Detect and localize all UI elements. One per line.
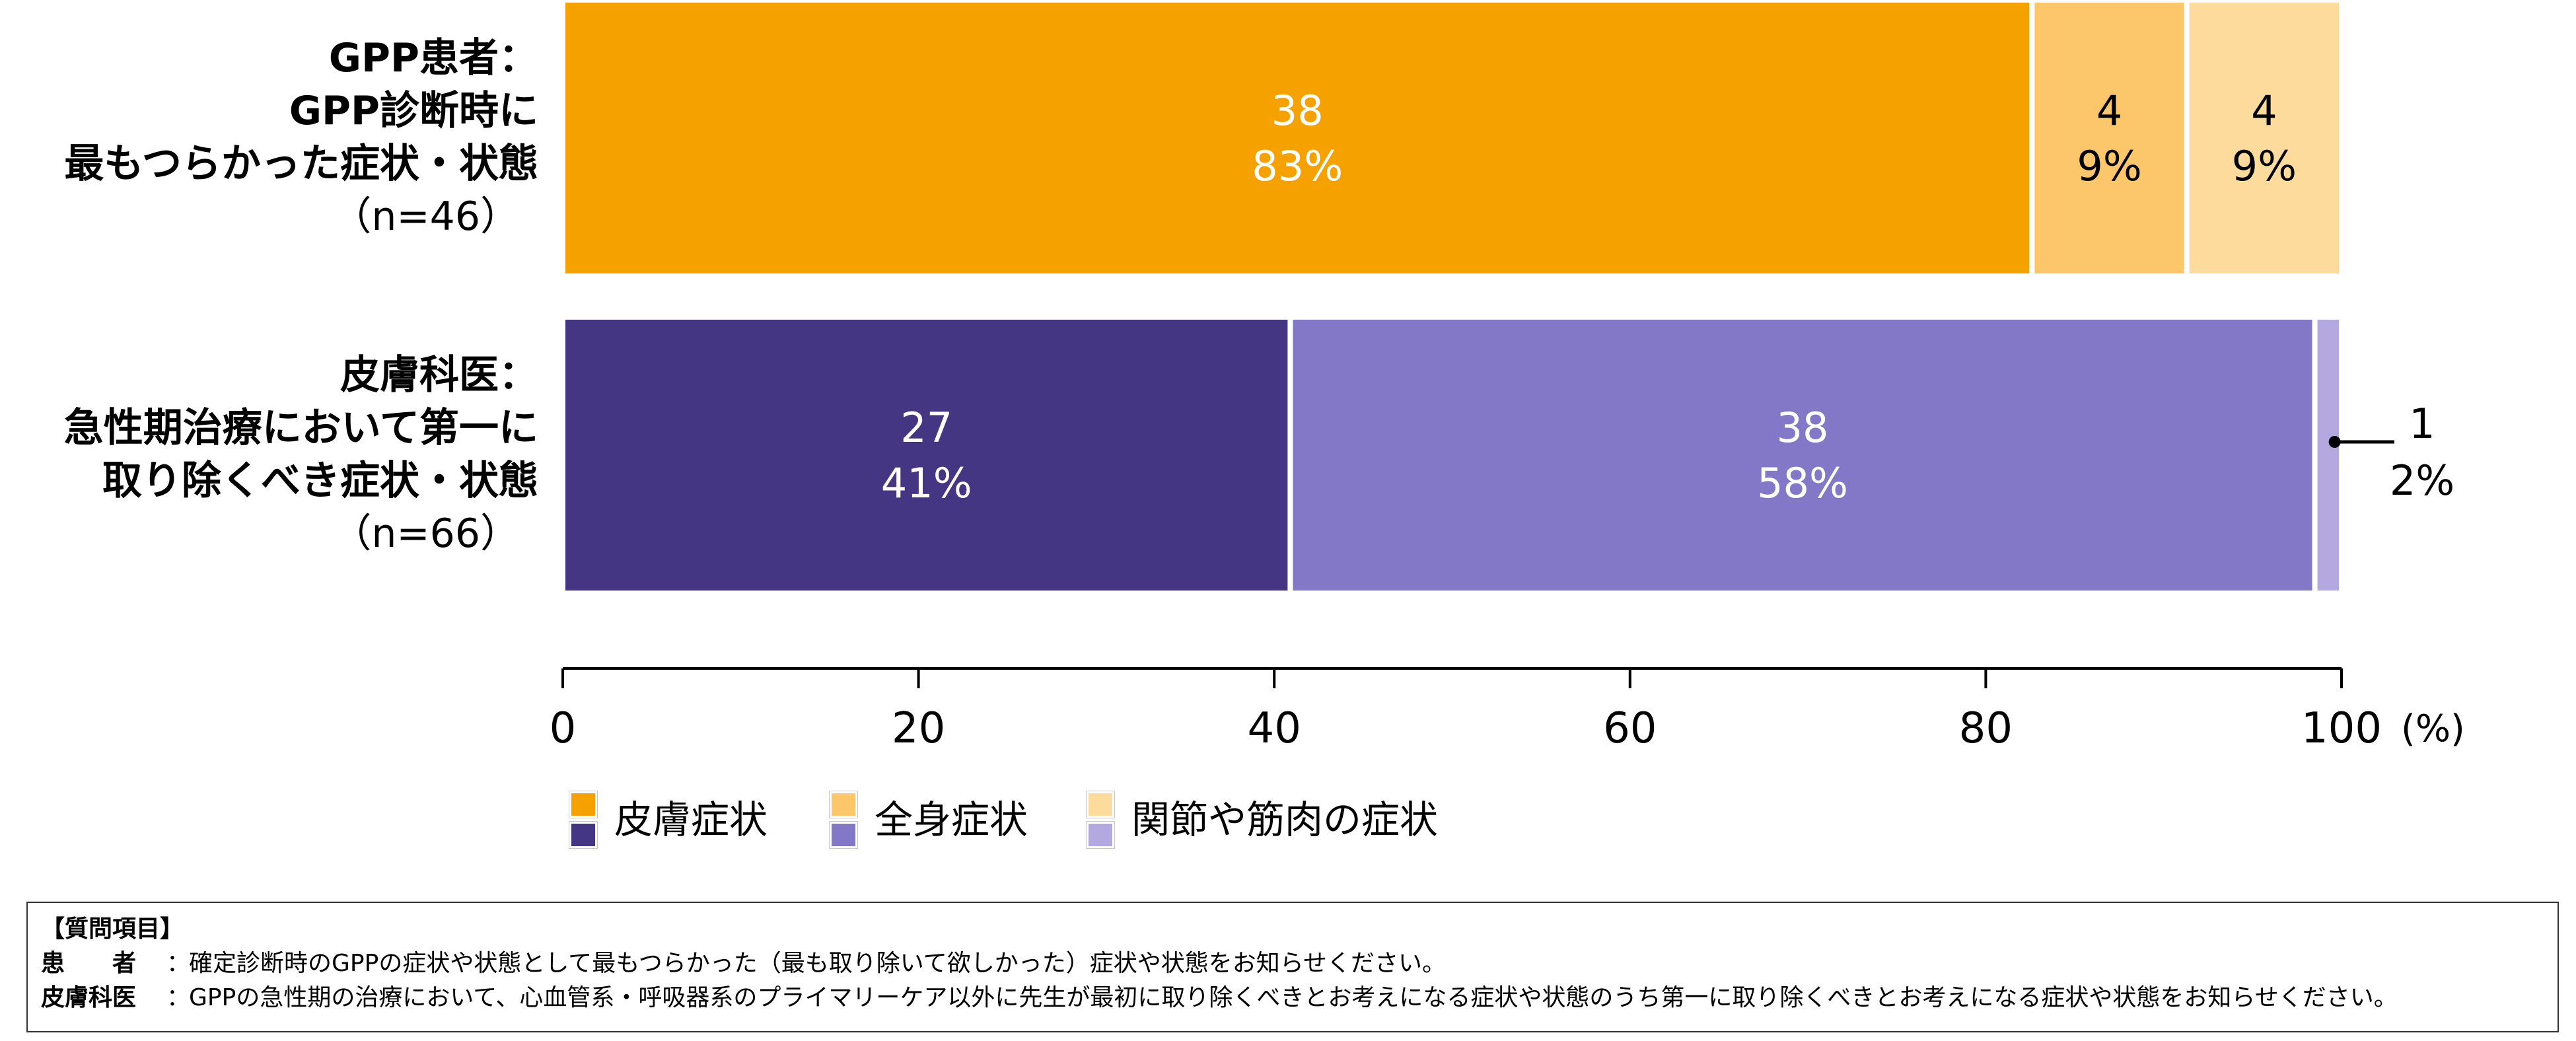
legend-swatch-doctor bbox=[569, 822, 597, 848]
bars: 38 83% 4 9% 4 9% 27 41% 38 58% 1 2% bbox=[560, 0, 2454, 596]
data-label-count: 27 bbox=[900, 404, 952, 452]
data-label-count: 38 bbox=[1777, 404, 1829, 452]
bar-segment bbox=[2029, 0, 2190, 279]
x-tick-label: 60 bbox=[1603, 704, 1657, 753]
legend-swatch-patient bbox=[830, 791, 857, 818]
x-axis-unit: (%) bbox=[2401, 707, 2465, 750]
data-label-pct: 58% bbox=[1757, 459, 1848, 507]
row-label-line: GPP患者： bbox=[328, 35, 538, 81]
row-label-n: （n=66） bbox=[332, 511, 520, 557]
data-label-pct: 9% bbox=[2077, 142, 2141, 190]
row-label-line: 取り除くべき症状・状態 bbox=[102, 458, 538, 504]
x-tick-label: 100 bbox=[2301, 704, 2382, 753]
row-label-n: （n=46） bbox=[332, 194, 520, 240]
legend-item-systemic: 全身症状 bbox=[830, 791, 1028, 848]
bar-segment bbox=[1287, 314, 2318, 596]
question-box: 【質問項目】 患 者：確定診断時のGPPの症状や状態として最もつらかった（最も取… bbox=[26, 902, 2559, 1032]
legend-swatch-patient bbox=[1087, 791, 1114, 818]
legend-item-joint-muscle: 関節や筋肉の症状 bbox=[1087, 791, 1438, 848]
legend-swatch bbox=[569, 791, 597, 848]
x-axis: 0 20 40 60 80 100 (%) bbox=[550, 667, 2465, 753]
bar-segment bbox=[2312, 314, 2344, 596]
question-separator: ： bbox=[166, 984, 191, 1011]
bar-segment bbox=[2184, 0, 2344, 279]
x-tick-label: 40 bbox=[1247, 704, 1301, 753]
question-label: 皮膚科医 bbox=[41, 984, 137, 1011]
stacked-bar-chart: 38 83% 4 9% 4 9% 27 41% 38 58% 1 2% 0 20 40 60 80 100 (%) bbox=[550, 0, 2465, 753]
x-tick-label: 80 bbox=[1959, 704, 2013, 753]
row-label-line: 急性期治療において第一に bbox=[63, 405, 538, 451]
legend-swatch bbox=[1087, 791, 1114, 848]
legend-label: 皮膚症状 bbox=[614, 797, 768, 842]
row-label-line: GPP診断時に bbox=[289, 88, 538, 134]
question-text: GPPの急性期の治療において、心血管系・呼吸器系のプライマリーケア以外に先生が最… bbox=[189, 984, 2398, 1011]
question-row-patients: 患 者 ：確定診断時のGPPの症状や状態として最もつらかった（最も取り除いて欲しか… bbox=[41, 947, 2544, 981]
data-label-pct: 41% bbox=[881, 459, 972, 507]
question-box-title: 【質問項目】 bbox=[41, 915, 184, 943]
x-tick-label: 20 bbox=[892, 704, 945, 753]
bar-segment bbox=[560, 314, 1293, 596]
legend-swatch-patient bbox=[569, 791, 597, 818]
legend-label: 関節や筋肉の症状 bbox=[1131, 797, 1439, 842]
question-label: 患 者 bbox=[41, 950, 137, 977]
row-label-line: 皮膚科医： bbox=[340, 352, 538, 398]
question-row-dermatologists: 皮膚科医 ：GPPの急性期の治療において、心血管系・呼吸器系のプライマリーケア以外… bbox=[41, 981, 2544, 1015]
data-label-pct: 2% bbox=[2390, 456, 2454, 505]
legend-label: 全身症状 bbox=[875, 797, 1028, 842]
legend-item-skin: 皮膚症状 bbox=[569, 791, 768, 848]
legend-swatch-doctor bbox=[830, 822, 857, 848]
row-label-line: 最もつらかった症状・状態 bbox=[64, 141, 538, 187]
data-label-count: 4 bbox=[2096, 87, 2122, 135]
question-separator: ： bbox=[166, 950, 191, 977]
row-label-patients: GPP患者： GPP診断時に 最もつらかった症状・状態 （n=46） bbox=[64, 32, 538, 243]
x-tick-label: 0 bbox=[550, 704, 577, 753]
data-label-pct: 9% bbox=[2232, 142, 2297, 190]
data-label-count: 4 bbox=[2251, 87, 2277, 135]
legend-swatch-doctor bbox=[1087, 822, 1114, 848]
data-label-count: 38 bbox=[1271, 87, 1324, 135]
row-label-dermatologists: 皮膚科医： 急性期治療において第一に 取り除くべき症状・状態 （n=66） bbox=[64, 349, 538, 560]
data-label-pct: 83% bbox=[1252, 142, 1343, 190]
data-label-count: 1 bbox=[2409, 400, 2435, 448]
bar-segment bbox=[560, 0, 2035, 279]
legend-swatch bbox=[830, 791, 857, 848]
question-text: 確定診断時のGPPの症状や状態として最もつらかった（最も取り除いて欲しかった）症… bbox=[189, 950, 1446, 977]
